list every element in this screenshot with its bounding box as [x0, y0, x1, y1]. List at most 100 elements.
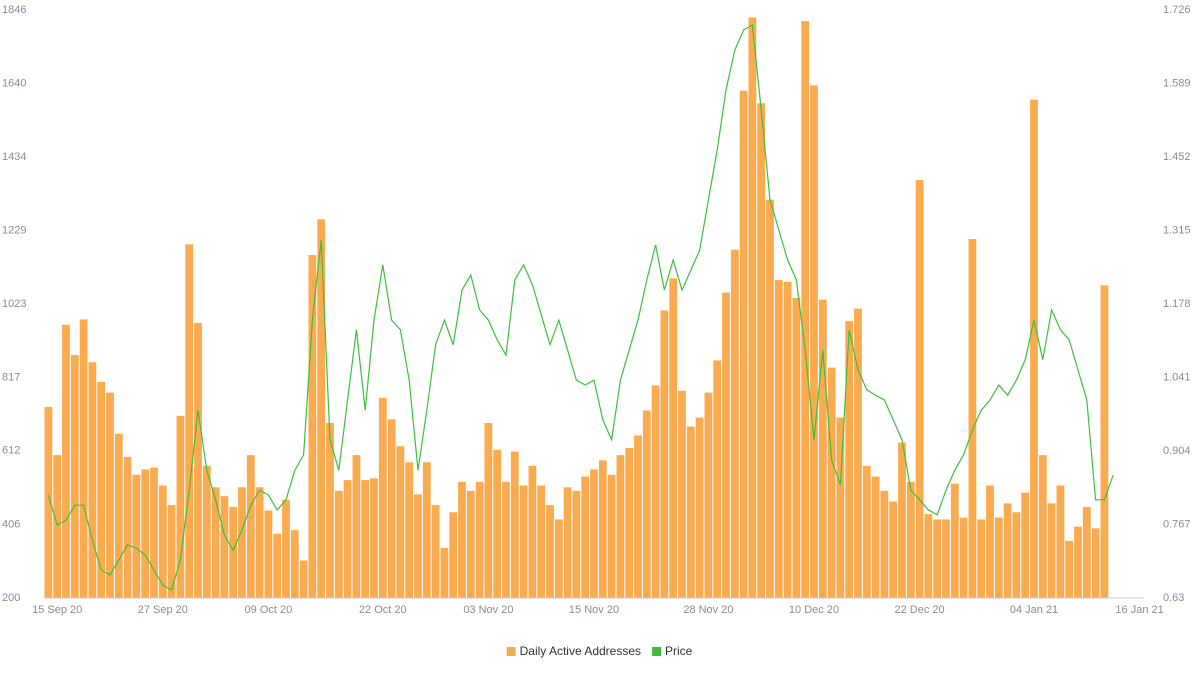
x-tick-label: 22 Oct 20 — [359, 604, 407, 616]
y2-tick-label: 0.904 — [1163, 445, 1191, 457]
bar — [106, 392, 114, 598]
bar — [493, 449, 502, 598]
bar — [748, 17, 757, 598]
bar — [308, 255, 317, 598]
bar — [915, 180, 924, 598]
bar — [950, 483, 959, 598]
y-tick-label: 612 — [2, 445, 20, 457]
bar — [1021, 492, 1030, 598]
y-tick-label: 1640 — [2, 77, 26, 89]
bar — [625, 447, 634, 598]
bar — [774, 280, 783, 598]
bar — [255, 487, 264, 598]
y-tick-label: 1846 — [2, 4, 26, 16]
bar — [370, 478, 378, 598]
bar — [176, 415, 185, 598]
bar — [132, 474, 141, 598]
bar — [334, 490, 343, 598]
bar — [739, 90, 748, 599]
legend-swatch — [506, 647, 516, 656]
bar — [299, 560, 308, 598]
bar — [660, 310, 669, 598]
bar — [211, 487, 220, 598]
y-tick-label: 406 — [2, 518, 20, 530]
bar — [88, 362, 97, 598]
legend-swatch — [652, 647, 662, 656]
y2-tick-label: 1.589 — [1163, 77, 1191, 89]
x-tick-label: 27 Sep 20 — [138, 604, 188, 616]
bar — [801, 21, 810, 599]
bar — [273, 533, 282, 598]
bar — [282, 499, 290, 598]
price-line — [47, 24, 1114, 591]
bar — [422, 462, 431, 598]
bar — [854, 308, 862, 598]
bar — [1047, 503, 1056, 598]
bar — [502, 481, 510, 598]
bar — [70, 355, 79, 598]
x-tick-label: 22 Dec 20 — [895, 604, 945, 616]
x-tick-label: 03 Nov 20 — [463, 604, 513, 616]
bar — [1100, 285, 1109, 598]
bar — [317, 219, 326, 598]
bar — [827, 367, 836, 598]
bar — [1091, 528, 1100, 598]
bar — [994, 517, 1003, 598]
bar — [598, 460, 607, 598]
bar — [942, 519, 950, 598]
bar — [449, 512, 458, 598]
bar — [810, 85, 818, 598]
bar — [141, 469, 150, 598]
bar — [458, 481, 466, 598]
bar — [554, 519, 563, 598]
y2-tick-label: 1.315 — [1163, 224, 1191, 236]
bar — [150, 467, 158, 598]
bar — [871, 476, 880, 598]
bar — [590, 469, 598, 598]
bar — [431, 505, 440, 598]
legend-label: Daily Active Addresses — [520, 644, 641, 658]
bar — [229, 506, 238, 598]
bar — [387, 419, 396, 598]
bar — [114, 433, 123, 598]
bar — [1074, 526, 1082, 598]
bar — [713, 360, 722, 598]
y-tick-label: 1434 — [2, 151, 26, 163]
bar — [466, 490, 475, 598]
bar — [220, 496, 229, 598]
y2-tick-label: 1.178 — [1163, 298, 1191, 310]
bar — [1003, 503, 1012, 598]
x-tick-label: 28 Nov 20 — [683, 604, 733, 616]
bar — [361, 480, 370, 598]
bar — [722, 292, 730, 598]
bar — [792, 297, 801, 598]
y2-tick-label: 1.041 — [1163, 371, 1191, 383]
bar — [44, 406, 53, 598]
bar — [572, 490, 581, 598]
bar — [845, 321, 854, 598]
bar — [607, 474, 616, 598]
bar — [414, 494, 422, 598]
bar — [757, 103, 766, 598]
bar — [862, 465, 871, 598]
bar — [642, 410, 651, 598]
x-tick-label: 04 Jan 21 — [1010, 604, 1058, 616]
y2-tick-label: 1.726 — [1163, 4, 1191, 16]
bar — [836, 417, 845, 598]
bar — [977, 519, 986, 598]
bar — [405, 462, 414, 598]
bar — [1012, 512, 1021, 598]
bar — [1030, 99, 1038, 598]
bar — [326, 422, 334, 598]
bar — [581, 476, 590, 598]
x-tick-label: 16 Jan 21 — [1115, 604, 1163, 616]
bar — [889, 501, 898, 598]
x-tick-label: 15 Nov 20 — [569, 604, 619, 616]
bar — [396, 446, 405, 598]
y-tick-label: 817 — [2, 371, 20, 383]
bar — [510, 451, 519, 598]
bar — [185, 244, 194, 598]
bar — [616, 455, 625, 598]
bar — [678, 390, 686, 598]
bar — [537, 485, 546, 598]
